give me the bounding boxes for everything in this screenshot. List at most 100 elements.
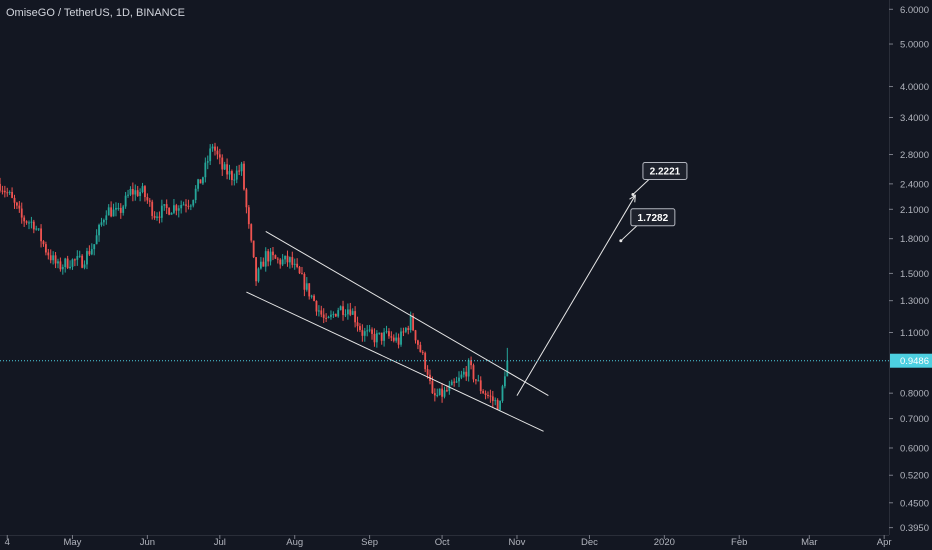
candle-body bbox=[163, 204, 166, 206]
price-tick-label: 1.1000 bbox=[900, 328, 929, 339]
candle-body bbox=[93, 244, 96, 250]
last-price-badge bbox=[890, 353, 932, 368]
candle-body bbox=[395, 337, 398, 341]
candle-body bbox=[325, 317, 328, 319]
candle-body bbox=[146, 197, 149, 201]
candle-body bbox=[211, 146, 214, 149]
candle-body bbox=[308, 283, 311, 297]
candle-body bbox=[293, 263, 296, 265]
candle-body bbox=[286, 255, 289, 263]
candle-body bbox=[402, 331, 405, 333]
candle-body bbox=[489, 395, 492, 397]
candle-body bbox=[148, 200, 151, 202]
candle-body bbox=[334, 313, 337, 317]
candle-body bbox=[105, 215, 108, 220]
candle-body bbox=[448, 385, 451, 391]
time-tick-label: Apr bbox=[877, 537, 892, 548]
candle-body bbox=[322, 314, 325, 318]
candle-body bbox=[66, 258, 69, 269]
candle-body bbox=[173, 205, 175, 213]
candle-body bbox=[501, 386, 504, 401]
candle-body bbox=[168, 207, 171, 215]
candle-body bbox=[371, 329, 373, 334]
candle-body bbox=[494, 400, 497, 402]
candle-body bbox=[267, 251, 270, 262]
callout-box bbox=[630, 208, 676, 227]
price-tick-label: 2.1000 bbox=[900, 205, 929, 216]
candle-body bbox=[177, 208, 180, 211]
candle-body bbox=[272, 251, 274, 256]
price-tick-label: 0.8000 bbox=[900, 389, 929, 400]
candle-body bbox=[59, 261, 62, 270]
candle-body bbox=[71, 259, 74, 267]
candle-body bbox=[1, 190, 4, 192]
candle-body bbox=[298, 267, 301, 274]
time-axis[interactable]: 4 May Jun Jul Aug Sep Oct Nov Dec 2020 Feb Mar Apr bbox=[0, 535, 892, 548]
candle-body bbox=[28, 222, 30, 224]
candle-body bbox=[482, 391, 485, 394]
price-tick-label: 4.0000 bbox=[900, 82, 929, 93]
callout-label: 2.2221 bbox=[650, 166, 681, 177]
price-tick-label: 0.3950 bbox=[900, 523, 929, 534]
candle-body bbox=[124, 195, 127, 207]
candle-body bbox=[351, 311, 354, 315]
candle-body bbox=[455, 381, 458, 383]
candle-body bbox=[73, 259, 76, 261]
price-tick-label: 0.4500 bbox=[900, 498, 929, 509]
time-tick-label: May bbox=[63, 537, 81, 548]
candle-body bbox=[397, 337, 400, 345]
candle-body bbox=[194, 188, 197, 201]
candle-body bbox=[339, 306, 342, 311]
candle-body bbox=[8, 191, 11, 193]
candle-body bbox=[199, 179, 202, 184]
candle-body bbox=[460, 374, 463, 378]
candle-body bbox=[487, 395, 489, 397]
candle-body bbox=[503, 376, 506, 387]
candle-body bbox=[156, 216, 158, 218]
candle-body bbox=[450, 381, 453, 386]
candle-body bbox=[474, 379, 477, 381]
candle-body bbox=[54, 255, 57, 264]
candle-body bbox=[86, 251, 88, 265]
candle-body bbox=[78, 255, 81, 257]
candle-body bbox=[187, 205, 190, 207]
candle-body bbox=[392, 337, 395, 341]
candle-body bbox=[431, 381, 434, 394]
candle-body bbox=[342, 306, 344, 315]
candle-body bbox=[122, 206, 125, 213]
candle-body bbox=[81, 255, 84, 268]
candle-body bbox=[257, 268, 260, 282]
candle-body bbox=[390, 336, 393, 338]
candle-body bbox=[245, 189, 248, 208]
candle-body bbox=[230, 171, 233, 181]
candle-body bbox=[98, 224, 100, 236]
candle-body bbox=[296, 263, 299, 268]
candle-body bbox=[197, 179, 200, 189]
candle-body bbox=[412, 315, 415, 331]
drawings-layer[interactable]: 2.2221 1.7282 bbox=[246, 161, 688, 432]
candle-body bbox=[414, 330, 417, 341]
candle-body bbox=[301, 273, 303, 275]
candle-body bbox=[269, 251, 272, 262]
channel-line bbox=[246, 291, 544, 432]
candle-body bbox=[315, 300, 318, 312]
candle-body bbox=[279, 259, 282, 265]
candle-body bbox=[175, 205, 178, 211]
candle-body bbox=[291, 257, 294, 265]
price-tick-label: 1.8000 bbox=[900, 234, 929, 245]
candle-body bbox=[112, 209, 115, 217]
candle-body bbox=[419, 344, 422, 352]
candle-body bbox=[491, 396, 494, 401]
candle-body bbox=[214, 146, 216, 151]
candle-body bbox=[216, 150, 219, 155]
candle-body bbox=[202, 177, 204, 184]
candle-body bbox=[235, 170, 238, 180]
candle-body bbox=[88, 251, 91, 255]
candle-body bbox=[346, 309, 349, 315]
candle-body bbox=[6, 192, 9, 194]
candle-body bbox=[262, 261, 265, 267]
price-axis[interactable]: 6.0000 5.0000 4.0000 3.4000 2.8000 2.4000 2.10… bbox=[889, 0, 932, 535]
time-tick-label: Dec bbox=[581, 537, 598, 548]
